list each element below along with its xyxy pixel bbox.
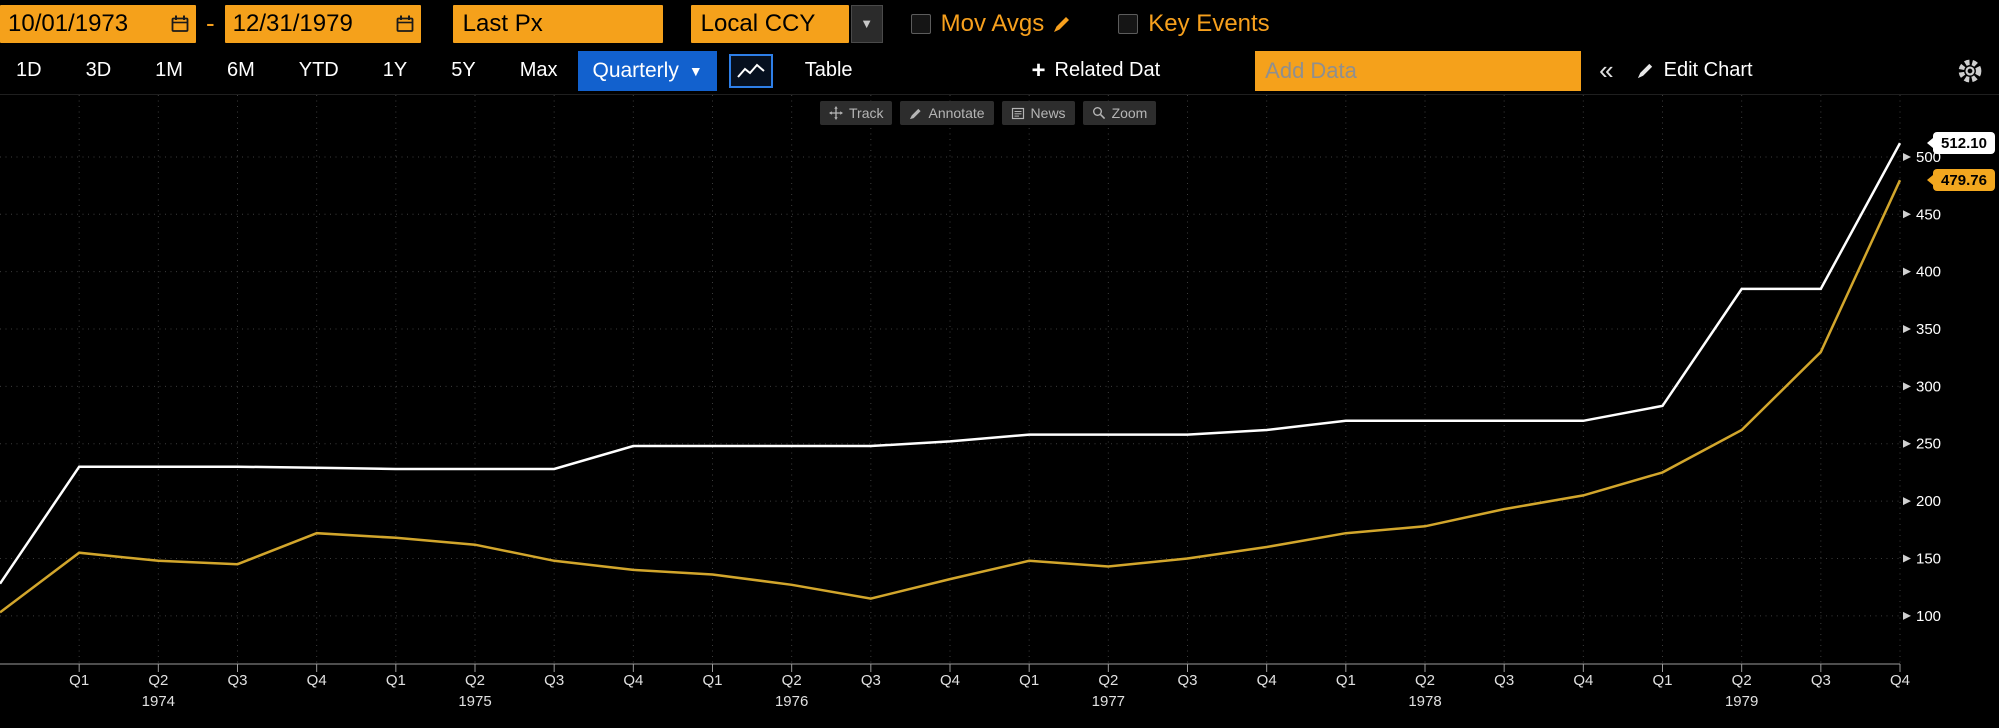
settings-gear-button[interactable] [1957, 58, 1983, 84]
svg-text:Q1: Q1 [386, 672, 406, 689]
period-button-5y[interactable]: 5Y [451, 59, 476, 81]
svg-text:Q4: Q4 [1257, 672, 1277, 689]
currency-selector[interactable]: Local CCY [690, 4, 849, 43]
pencil-icon [1636, 61, 1655, 80]
period-button-1m[interactable]: 1M [155, 59, 183, 81]
line-chart-icon [736, 62, 765, 80]
currency-dropdown-arrow[interactable]: ▼ [850, 4, 883, 43]
edit-chart-button[interactable]: Edit Chart [1636, 59, 1753, 82]
svg-text:1974: 1974 [142, 693, 175, 710]
svg-text:1978: 1978 [1408, 693, 1441, 710]
svg-text:150: 150 [1916, 550, 1941, 567]
svg-text:1975: 1975 [458, 693, 491, 710]
svg-text:Q4: Q4 [940, 672, 960, 689]
query-toolbar: 10/01/1973 - 12/31/1979 Last Px Local CC… [0, 0, 1999, 47]
svg-text:Q1: Q1 [1336, 672, 1356, 689]
mov-avgs-checkbox[interactable] [910, 13, 931, 34]
chart-tools-bar: Track Annotate News [820, 101, 1157, 125]
key-events-group: Key Events [1118, 9, 1270, 38]
plus-icon: + [1031, 56, 1046, 84]
period-button-1d[interactable]: 1D [16, 59, 42, 81]
related-data-button[interactable]: + Related Dat [1032, 57, 1161, 85]
annotate-pencil-icon [909, 107, 922, 120]
period-button-1y[interactable]: 1Y [382, 59, 408, 81]
calendar-icon[interactable] [170, 14, 190, 34]
period-button-3d[interactable]: 3D [85, 59, 112, 81]
period-button-max[interactable]: Max [519, 59, 558, 81]
svg-text:1977: 1977 [1092, 693, 1125, 710]
annotate-button[interactable]: Annotate [900, 101, 994, 125]
svg-text:Q2: Q2 [1415, 672, 1435, 689]
frequency-label: Quarterly [592, 58, 679, 82]
svg-text:Q2: Q2 [1732, 672, 1752, 689]
svg-text:Q3: Q3 [861, 672, 881, 689]
svg-text:Q1: Q1 [69, 672, 89, 689]
mov-avgs-group: Mov Avgs [910, 9, 1073, 38]
annotate-label: Annotate [928, 105, 985, 121]
period-toolbar: 1D 3D 1M 6M YTD 1Y 5Y Max Quarterly ▼ Ta… [0, 47, 1999, 95]
zoom-label: Zoom [1111, 105, 1148, 121]
crosshair-icon [829, 106, 843, 120]
period-button-6m[interactable]: 6M [226, 59, 255, 81]
collapse-button[interactable]: « [1599, 55, 1614, 85]
period-button-ytd[interactable]: YTD [298, 59, 339, 81]
svg-text:Q3: Q3 [1811, 672, 1831, 689]
svg-text:200: 200 [1916, 493, 1941, 510]
svg-text:Q2: Q2 [1098, 672, 1118, 689]
add-data-input[interactable] [1255, 50, 1582, 91]
news-button[interactable]: News [1001, 101, 1075, 125]
edit-chart-label: Edit Chart [1663, 59, 1753, 81]
key-events-label: Key Events [1148, 9, 1270, 37]
track-button[interactable]: Track [820, 101, 893, 125]
chevron-down-icon: ▼ [688, 62, 703, 79]
mov-avgs-pencil-icon[interactable] [1052, 14, 1072, 34]
svg-text:250: 250 [1916, 436, 1941, 453]
svg-text:300: 300 [1916, 378, 1941, 395]
start-date-field[interactable]: 10/01/1973 [0, 4, 196, 43]
chart-type-button[interactable] [728, 53, 773, 88]
calendar-icon[interactable] [395, 14, 415, 34]
news-label: News [1030, 105, 1066, 121]
svg-text:Q4: Q4 [307, 672, 327, 689]
key-events-checkbox[interactable] [1118, 13, 1139, 34]
start-date-value: 10/01/1973 [8, 9, 129, 37]
related-data-label: Related Dat [1054, 59, 1161, 81]
chart-area[interactable]: 100 150 200 250 300 350 400 450 500 Q1 Q2 Q3 Q4 Q1 Q2 Q… [0, 95, 1999, 728]
last-price-badge-amber: 479.76 [1927, 169, 1995, 192]
svg-text:Q1: Q1 [1652, 672, 1672, 689]
last-price-badge-white: 512.10 [1927, 132, 1995, 155]
svg-text:Q2: Q2 [782, 672, 802, 689]
svg-text:Q2: Q2 [465, 672, 485, 689]
magnifier-icon [1092, 106, 1106, 120]
svg-text:Q4: Q4 [1890, 672, 1910, 689]
svg-text:Q1: Q1 [1019, 672, 1039, 689]
track-label: Track [849, 105, 884, 121]
svg-text:1976: 1976 [775, 693, 808, 710]
svg-text:Q4: Q4 [623, 672, 643, 689]
news-icon [1011, 107, 1025, 120]
price-field-selector[interactable]: Last Px [452, 4, 663, 43]
svg-text:Q3: Q3 [544, 672, 564, 689]
gear-icon [1957, 58, 1983, 84]
table-button[interactable]: Table [804, 59, 853, 81]
mov-avgs-label: Mov Avgs [940, 9, 1045, 37]
svg-text:350: 350 [1916, 321, 1941, 338]
svg-text:Q3: Q3 [1494, 672, 1514, 689]
svg-text:Q1: Q1 [702, 672, 722, 689]
svg-text:Q4: Q4 [1573, 672, 1593, 689]
frequency-dropdown[interactable]: Quarterly ▼ [578, 50, 717, 91]
svg-text:400: 400 [1916, 264, 1941, 281]
end-date-field[interactable]: 12/31/1979 [224, 4, 421, 43]
svg-text:Q2: Q2 [148, 672, 168, 689]
svg-text:1979: 1979 [1725, 693, 1758, 710]
end-date-value: 12/31/1979 [232, 9, 353, 37]
svg-text:100: 100 [1916, 608, 1941, 625]
date-range-separator: - [206, 8, 215, 38]
svg-text:Q3: Q3 [227, 672, 247, 689]
svg-text:450: 450 [1916, 206, 1941, 223]
svg-text:Q3: Q3 [1177, 672, 1197, 689]
zoom-button[interactable]: Zoom [1082, 101, 1157, 125]
